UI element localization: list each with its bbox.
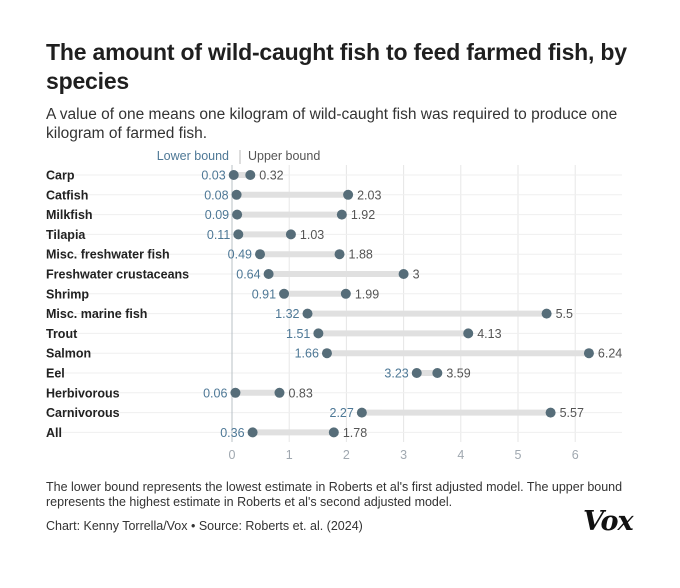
chart-credit: Chart: Kenny Torrella/Vox • Source: Robe… — [46, 519, 363, 533]
category-label: Carp — [46, 169, 75, 183]
lower-bound-dot — [321, 348, 332, 359]
upper-bound-label: 6.24 — [598, 347, 622, 361]
methodology-note: The lower bound represents the lowest es… — [46, 480, 623, 509]
upper-bound-label: 1.92 — [351, 208, 375, 222]
lower-bound-dot — [228, 170, 239, 180]
upper-bound-dot — [343, 189, 354, 200]
legend-lower-bound: Lower bound — [157, 149, 229, 163]
upper-bound-label: 0.83 — [288, 386, 312, 400]
lower-bound-label: 0.03 — [201, 169, 225, 183]
category-label: Milkfish — [46, 208, 93, 222]
lower-bound-dot — [231, 189, 242, 200]
lower-bound-dot — [356, 407, 367, 418]
x-tick-label: 6 — [572, 448, 579, 462]
lower-bound-label: 0.08 — [204, 188, 228, 202]
x-tick-label: 1 — [286, 448, 293, 462]
x-tick-label: 4 — [457, 448, 464, 462]
upper-bound-label: 3.59 — [446, 367, 470, 381]
lower-bound-dot — [263, 269, 274, 279]
x-tick-label: 3 — [400, 448, 407, 462]
upper-bound-label: 0.32 — [259, 169, 283, 183]
vox-logo: Vox — [583, 506, 634, 537]
upper-bound-dot — [334, 249, 345, 260]
lower-bound-dot — [411, 368, 422, 378]
category-label: Salmon — [46, 347, 91, 361]
upper-bound-dot — [285, 229, 296, 240]
upper-bound-label: 4.13 — [477, 327, 501, 341]
category-label: Trout — [46, 327, 78, 341]
lower-bound-label: 0.49 — [228, 248, 252, 262]
lower-bound-label: 1.32 — [275, 307, 299, 321]
upper-bound-dot — [336, 209, 347, 220]
upper-bound-dot — [432, 368, 443, 378]
lower-bound-label: 0.64 — [236, 268, 260, 282]
upper-bound-label: 1.03 — [300, 228, 324, 242]
upper-bound-label: 3 — [413, 268, 420, 282]
category-label: Eel — [46, 367, 65, 381]
lower-bound-label: 1.51 — [286, 327, 310, 341]
category-label: Shrimp — [46, 287, 89, 301]
upper-bound-dot — [545, 407, 556, 418]
x-tick-label: 2 — [343, 448, 350, 462]
upper-bound-dot — [398, 269, 409, 279]
lower-bound-label: 0.91 — [252, 287, 276, 301]
category-label: Misc. marine fish — [46, 307, 147, 321]
lower-bound-label: 0.06 — [203, 386, 227, 400]
lower-bound-dot — [255, 249, 266, 260]
lower-bound-label: 0.36 — [220, 426, 244, 440]
lower-bound-dot — [302, 308, 313, 319]
dumbbell-chart: Lower bound Upper bound 0 1 2 3 4 5 6 Carp 0.03 0.3… — [46, 149, 622, 462]
category-label: Herbivorous — [46, 386, 120, 400]
legend-upper-bound: Upper bound — [248, 149, 320, 163]
lower-bound-dot — [232, 209, 243, 220]
lower-bound-label: 1.66 — [295, 347, 319, 361]
lower-bound-label: 0.11 — [207, 228, 230, 242]
lower-bound-dot — [247, 427, 258, 438]
upper-bound-dot — [274, 387, 285, 398]
lower-bound-label: 2.27 — [330, 406, 354, 420]
upper-bound-dot — [245, 170, 256, 180]
upper-bound-label: 1.99 — [355, 287, 379, 301]
upper-bound-label: 1.78 — [343, 426, 367, 440]
category-label: Catfish — [46, 188, 88, 202]
lower-bound-label: 0.09 — [205, 208, 229, 222]
lower-bound-dot — [230, 387, 241, 398]
lower-bound-label: 3.23 — [384, 367, 408, 381]
category-label: Carnivorous — [46, 406, 120, 420]
lower-bound-dot — [313, 328, 324, 339]
upper-bound-label: 5.57 — [560, 406, 584, 420]
upper-bound-dot — [340, 288, 351, 299]
upper-bound-dot — [583, 348, 594, 359]
upper-bound-dot — [328, 427, 339, 438]
x-tick-label: 5 — [515, 448, 522, 462]
category-label: Misc. freshwater fish — [46, 248, 170, 262]
upper-bound-label: 1.88 — [349, 248, 373, 262]
lower-bound-dot — [279, 288, 290, 299]
chart-title: The amount of wild-caught fish to feed f… — [46, 39, 627, 94]
category-label: All — [46, 426, 62, 440]
upper-bound-label: 5.5 — [556, 307, 573, 321]
category-label: Freshwater crustaceans — [46, 268, 189, 282]
category-label: Tilapia — [46, 228, 86, 242]
upper-bound-dot — [541, 308, 552, 319]
upper-bound-label: 2.03 — [357, 188, 381, 202]
x-tick-label: 0 — [229, 448, 236, 462]
upper-bound-dot — [463, 328, 474, 339]
chart-subtitle: A value of one means one kilogram of wil… — [46, 106, 618, 142]
lower-bound-dot — [233, 229, 244, 240]
